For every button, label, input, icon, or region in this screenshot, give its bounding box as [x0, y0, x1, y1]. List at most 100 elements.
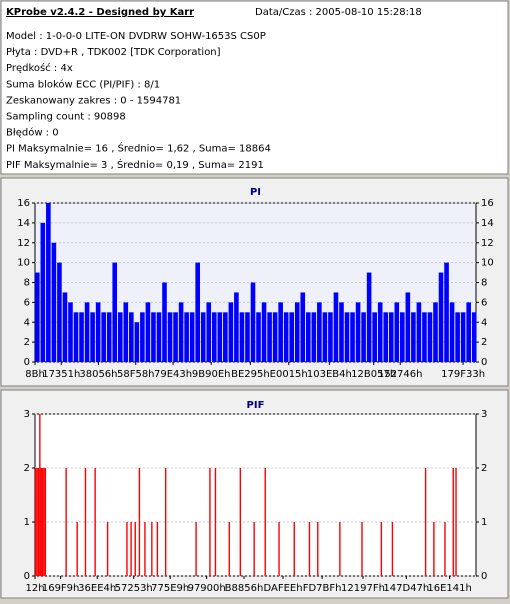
bar	[138, 468, 141, 576]
x-tick-label: 12B057h	[351, 369, 396, 380]
bar	[106, 312, 112, 362]
bar	[394, 302, 400, 362]
bar	[339, 302, 344, 362]
y2-tick-label: 16	[481, 198, 494, 209]
bar	[239, 312, 245, 362]
chart-title: PIF	[247, 400, 265, 411]
bar	[311, 312, 317, 362]
bar	[209, 468, 211, 576]
bar	[305, 312, 311, 362]
info-line: Sampling count : 90898	[6, 112, 126, 123]
bar	[239, 468, 242, 576]
x-tick-label: 58F58h	[117, 369, 155, 380]
bar	[195, 262, 200, 362]
bar	[130, 522, 132, 576]
bar	[62, 292, 68, 362]
x-tick-label: 179F33h	[441, 369, 485, 380]
bar	[272, 312, 278, 362]
bar	[267, 312, 272, 362]
y2-tick-label: 1	[481, 517, 487, 528]
bar	[294, 302, 300, 362]
bar	[76, 522, 78, 576]
bar	[184, 312, 189, 362]
bar	[333, 292, 339, 362]
bar	[278, 302, 283, 362]
y-tick-label: 8	[24, 278, 30, 289]
y2-tick-label: 3	[481, 409, 487, 420]
bar	[223, 312, 228, 362]
bar	[383, 312, 389, 362]
bar	[328, 312, 333, 362]
y2-tick-label: 2	[481, 463, 487, 474]
bar	[455, 468, 457, 576]
bar	[424, 468, 427, 576]
x-tick-label: 169F9h	[42, 583, 80, 594]
x-tick-label: FD7BFh	[303, 583, 342, 594]
bar	[173, 312, 178, 362]
bar	[41, 468, 44, 576]
bar	[195, 522, 197, 576]
bar	[427, 312, 433, 362]
bar	[37, 468, 40, 576]
x-tick-label: 8Bh	[25, 369, 45, 380]
bar	[250, 282, 256, 362]
info-line: Model : 1-0-0-0 LITE-ON DVDRW SOHW-1653S…	[6, 31, 266, 42]
bar	[444, 262, 449, 362]
bar	[211, 312, 217, 362]
x-tick-label: DAFEEh	[263, 583, 302, 594]
y-tick-label: 4	[24, 317, 30, 328]
x-tick-label: E0015h	[270, 369, 308, 380]
bar	[94, 468, 96, 576]
bar	[200, 312, 206, 362]
bar	[112, 262, 118, 362]
bar	[361, 312, 366, 362]
bar	[228, 302, 234, 362]
bar	[256, 312, 261, 362]
bar	[84, 302, 90, 362]
bar	[151, 312, 156, 362]
y2-tick-label: 14	[481, 218, 494, 229]
bar	[278, 522, 280, 576]
bar	[40, 468, 42, 576]
chart-title: PI	[250, 187, 261, 198]
bar	[134, 322, 140, 362]
y-tick-label: 2	[24, 337, 30, 348]
bar	[422, 312, 427, 362]
bar	[144, 522, 146, 576]
bar	[388, 312, 394, 362]
bar	[405, 292, 411, 362]
x-tick-label: 36EE4h	[78, 583, 116, 594]
x-tick-label: 16E141h	[427, 583, 471, 594]
bar	[39, 414, 41, 576]
bar	[377, 302, 383, 362]
info-line: Zeskanowany zakres : 0 - 1594781	[6, 95, 181, 106]
bar	[217, 312, 223, 362]
bar	[228, 522, 230, 576]
x-tick-label: BE295h	[231, 369, 270, 380]
bar	[90, 312, 95, 362]
bar	[129, 312, 134, 362]
y2-tick-label: 4	[481, 317, 487, 328]
bar	[126, 522, 128, 576]
info-line: PIF Maksymalnie= 3 , Średnio= 0,19 , Sum…	[6, 158, 264, 171]
bar	[117, 312, 123, 362]
y-tick-label: 12	[17, 238, 30, 249]
bar	[156, 312, 162, 362]
bar	[350, 312, 355, 362]
bar	[140, 312, 145, 362]
x-tick-label: 79E43h	[154, 369, 192, 380]
bar	[460, 312, 466, 362]
x-tick-label: 97900h	[188, 583, 226, 594]
x-tick-label: 12197Fh	[341, 583, 385, 594]
bar	[293, 522, 295, 576]
bar	[57, 262, 62, 362]
bar	[361, 522, 363, 576]
bar	[366, 272, 372, 362]
bar	[162, 282, 167, 362]
bar	[322, 312, 328, 362]
info-line: PI Maksymalnie= 16 , Średnio= 1,62 , Sum…	[6, 142, 271, 155]
info-line: Błędów : 0	[6, 127, 59, 139]
bar	[444, 522, 446, 576]
bar	[36, 468, 38, 576]
